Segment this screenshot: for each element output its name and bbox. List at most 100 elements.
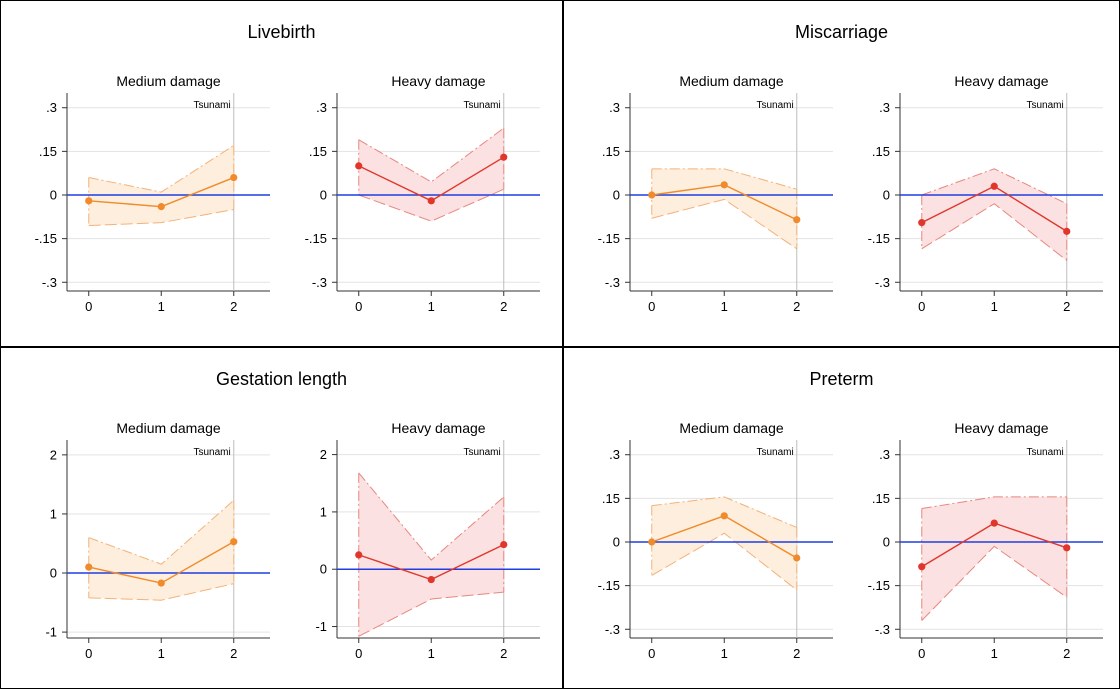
x-tick-label: 0	[648, 299, 655, 314]
x-tick-label: 2	[500, 299, 507, 314]
estimate-point	[85, 563, 93, 571]
estimate-point	[990, 519, 998, 527]
panel-miscarriage: Miscarriage Medium damage .3 .15 0 -.15 -.3 0 1 2…	[598, 22, 1103, 314]
x-tick-label: 2	[500, 646, 507, 661]
x-tick-label: 1	[991, 299, 998, 314]
panel-preterm: Preterm Medium damage .3 .15 0 -.15 -.3 0 1 2 Tsun…	[598, 369, 1103, 661]
estimate-point	[85, 197, 93, 205]
y-tick-label: -1	[315, 619, 327, 634]
panel-title: Livebirth	[247, 22, 315, 42]
x-tick-label: 2	[230, 646, 237, 661]
x-tick-label: 2	[1063, 299, 1070, 314]
confidence-band	[651, 168, 797, 249]
estimate-point	[648, 191, 656, 199]
ci-lower-bound	[651, 198, 798, 250]
x-tick-label: 2	[793, 646, 800, 661]
y-tick-label: .3	[46, 100, 57, 115]
subplot-title: Medium damage	[116, 73, 220, 89]
panel-title: Preterm	[809, 369, 873, 389]
ci-upper-bound	[358, 472, 505, 561]
ci-lower-bound	[921, 545, 1068, 621]
subplot-medium-damage: Medium damage .3 .15 0 -.15 -.3 0 1 2 Tsunami	[598, 420, 833, 661]
subplot-title: Heavy damage	[391, 73, 485, 89]
y-tick-label: 0	[50, 188, 57, 203]
estimate-point	[500, 540, 508, 549]
ci-upper-bound	[88, 145, 235, 193]
y-tick-label: .15	[602, 491, 620, 506]
x-tick-label: 0	[918, 646, 925, 661]
y-tick-label: 1	[320, 504, 327, 519]
x-tick-label: 0	[918, 299, 925, 314]
x-tick-label: 0	[648, 646, 655, 661]
y-tick-label: .15	[872, 491, 890, 506]
y-tick-label: -.15	[598, 231, 620, 246]
ci-upper-bound	[921, 496, 1067, 510]
y-tick-label: -.3	[605, 275, 620, 290]
y-tick-label: 2	[50, 447, 57, 462]
y-tick-label: -.15	[35, 231, 57, 246]
estimate-point	[990, 182, 998, 190]
ci-lower-bound	[651, 532, 798, 591]
estimate-point	[1063, 544, 1071, 552]
x-tick-label: 0	[85, 646, 92, 661]
ci-upper-bound	[921, 168, 1067, 205]
y-tick-label: -.15	[305, 231, 327, 246]
panel-livebirth: Livebirth Medium damage .3 .15 0 -.15 -.3 0 1 2 Ts…	[35, 22, 540, 314]
y-tick-label: .15	[39, 144, 57, 159]
confidence-band	[88, 145, 234, 226]
y-tick-label: 0	[613, 188, 620, 203]
x-tick-label: 1	[721, 646, 728, 661]
estimate-point	[355, 162, 363, 170]
subplot-heavy-damage: Heavy damage .3 .15 0 -.15 -.3 0 1 2 Tsunami	[305, 73, 540, 314]
event-label: Tsunami	[194, 100, 231, 111]
event-label: Tsunami	[464, 100, 501, 111]
y-tick-label: -.3	[875, 275, 890, 290]
estimate-point	[918, 563, 926, 571]
event-label: Tsunami	[1027, 447, 1064, 458]
subplot-title: Heavy damage	[954, 420, 1048, 436]
x-tick-label: 1	[158, 299, 165, 314]
panel-title: Miscarriage	[795, 22, 888, 42]
confidence-band	[921, 496, 1067, 621]
x-tick-label: 0	[85, 299, 92, 314]
y-tick-label: .15	[602, 144, 620, 159]
y-tick-label: .3	[609, 447, 620, 462]
ci-upper-bound	[651, 496, 797, 528]
subplot-medium-damage: Medium damage .3 .15 0 -.15 -.3 0 1 2 Tsunami	[35, 73, 270, 314]
y-tick-label: .15	[309, 144, 327, 159]
x-tick-label: 2	[793, 299, 800, 314]
y-tick-label: -.3	[875, 622, 890, 637]
estimate-point	[918, 219, 926, 227]
x-tick-label: 1	[428, 646, 435, 661]
estimate-point	[793, 216, 801, 224]
ci-upper-bound	[88, 499, 235, 565]
subplot-medium-damage: Medium damage .3 .15 0 -.15 -.3 0 1 2 Tsunami	[598, 73, 833, 314]
x-tick-label: 0	[355, 646, 362, 661]
y-tick-label: 0	[50, 566, 57, 581]
y-tick-label: .3	[879, 447, 890, 462]
y-tick-label: .3	[316, 100, 327, 115]
y-tick-label: -1	[45, 625, 57, 640]
subplot-heavy-damage: Heavy damage .3 .15 0 -.15 -.3 0 1 2 Tsunami	[868, 73, 1103, 314]
subplot-heavy-damage: Heavy damage .3 .15 0 -.15 -.3 0 1 2 Tsunami	[868, 420, 1103, 661]
ci-lower-bound	[358, 591, 504, 637]
subplot-title: Medium damage	[116, 420, 220, 436]
estimate-point	[500, 153, 508, 161]
confidence-band	[651, 496, 797, 590]
panel-title: Gestation length	[216, 369, 347, 389]
ci-upper-bound	[358, 127, 505, 183]
estimate-point	[1063, 227, 1071, 235]
subplot-title: Medium damage	[679, 73, 783, 89]
estimate-point	[157, 579, 165, 587]
y-tick-label: -.3	[312, 275, 327, 290]
ci-lower-bound	[358, 188, 504, 222]
y-tick-label: .15	[872, 144, 890, 159]
y-tick-label: 2	[320, 447, 327, 462]
ci-lower-bound	[88, 583, 234, 601]
estimate-point	[230, 173, 238, 182]
x-tick-label: 1	[721, 299, 728, 314]
estimate-point	[427, 575, 435, 584]
x-tick-label: 1	[158, 646, 165, 661]
